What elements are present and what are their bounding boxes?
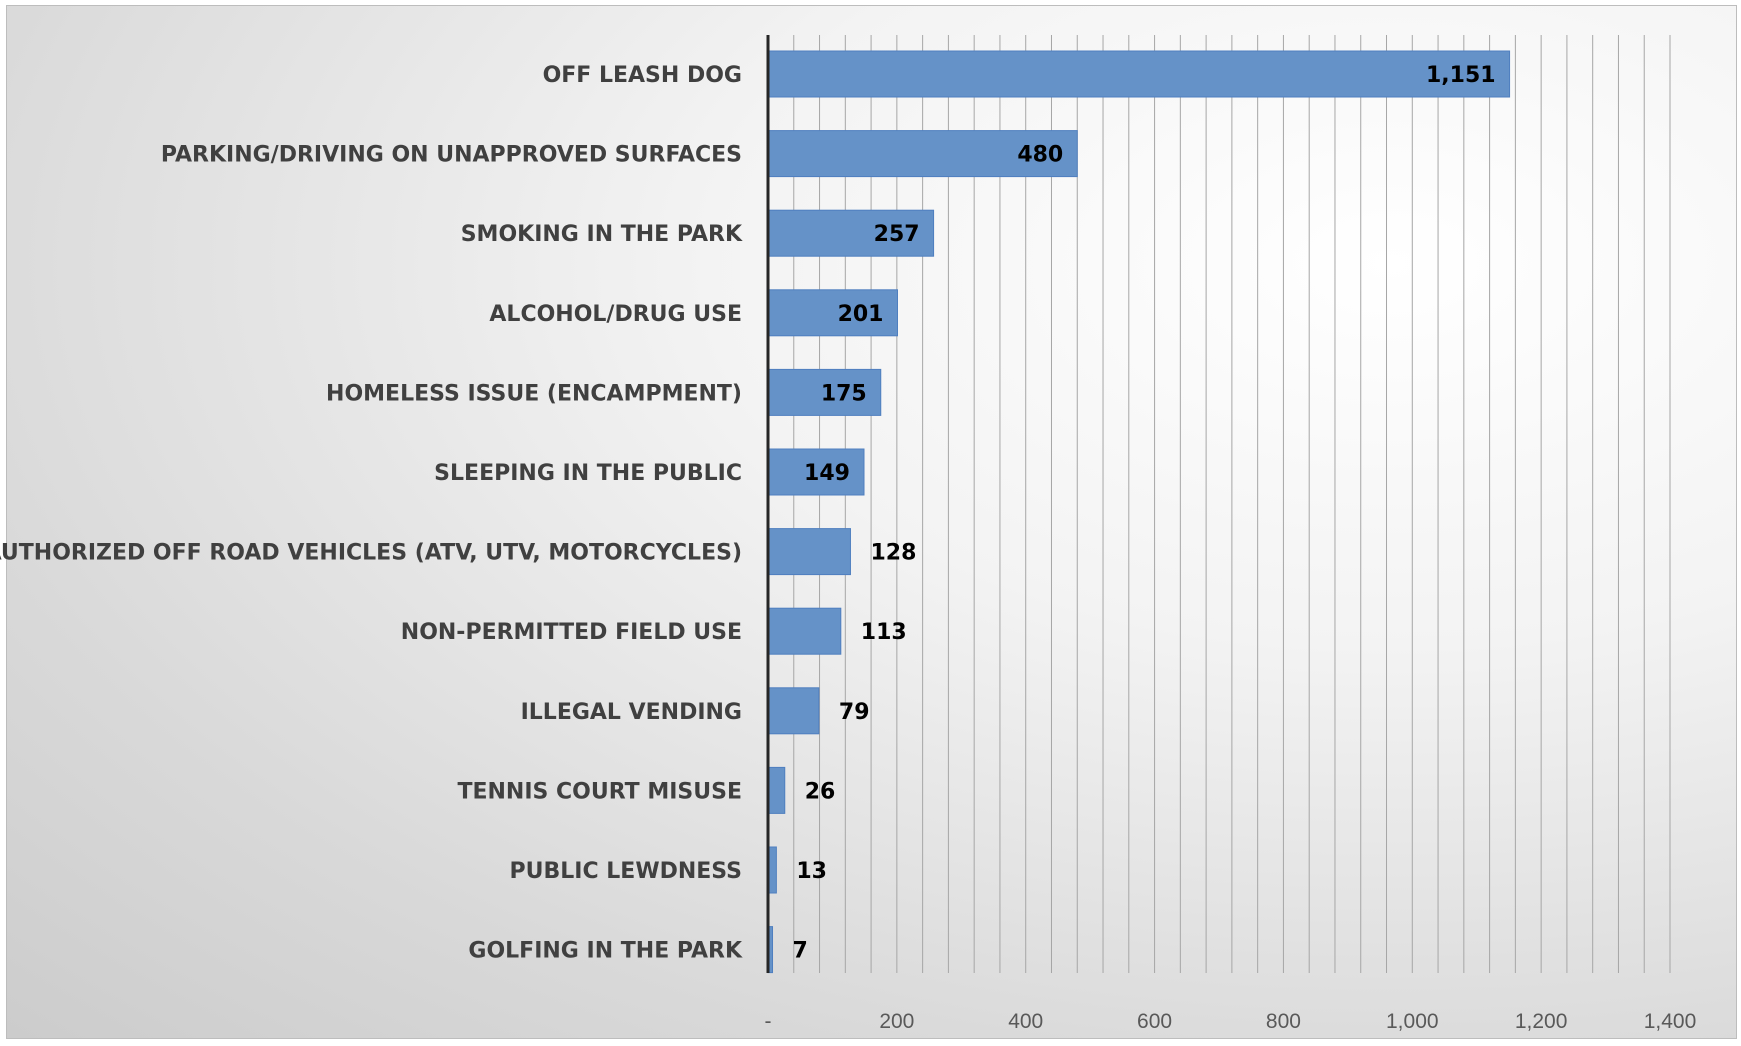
category-label: UNAUTHORIZED OFF ROAD VEHICLES (ATV, UTV… [0,541,742,566]
category-labels: OFF LEASH DOG PARKING/DRIVING ON UNAPPROV… [0,63,743,964]
bar [767,289,899,337]
bar [767,607,842,655]
x-axis-tick-labels: - 200 400 600 800 1,000 1,200 1,400 [765,1010,1697,1033]
data-label: 113 [861,620,907,645]
category-label: ILLEGAL VENDING [521,700,742,725]
x-tick-label: 200 [879,1010,914,1033]
data-label: 26 [805,779,836,804]
bar [767,448,865,496]
category-label: PUBLIC LEWDNESS [510,859,742,884]
x-tick-label: - [765,1010,772,1033]
bars [767,50,1511,974]
data-label: 13 [796,859,827,884]
gridlines [793,35,1671,973]
data-label: 79 [839,700,870,725]
data-label: 201 [838,302,884,327]
x-tick-label: 1,400 [1644,1010,1697,1033]
bar [767,687,820,735]
x-tick-label: 1,000 [1386,1010,1439,1033]
data-label: 480 [1017,143,1063,168]
category-label: TENNIS COURT MISUSE [457,779,742,804]
data-label: 257 [874,222,920,247]
category-label: GOLFING IN THE PARK [468,939,743,964]
category-label: OFF LEASH DOG [543,63,742,88]
x-tick-label: 800 [1266,1010,1301,1033]
category-label: SLEEPING IN THE PUBLIC [434,461,742,486]
category-label: NON-PERMITTED FIELD USE [401,620,742,645]
x-tick-label: 600 [1137,1010,1172,1033]
bar [767,766,786,814]
category-label: HOMELESS ISSUE (ENCAMPMENT) [326,381,742,406]
bar [767,528,851,576]
data-label: 175 [821,381,867,406]
bar [767,368,882,416]
data-label: 1,151 [1426,63,1496,88]
bar [767,50,1511,98]
category-label: SMOKING IN THE PARK [461,222,743,247]
data-label: 128 [870,541,916,566]
data-label: 149 [804,461,850,486]
x-tick-label: 1,200 [1515,1010,1568,1033]
category-label: ALCOHOL/DRUG USE [489,302,742,327]
category-label: PARKING/DRIVING ON UNAPPROVED SURFACES [161,143,742,168]
x-tick-label: 400 [1008,1010,1043,1033]
data-labels: 1,151 480 257 201 175 149 128 113 79 26 13 7 [793,63,1496,964]
bar [767,130,1078,178]
data-label: 7 [793,939,808,964]
